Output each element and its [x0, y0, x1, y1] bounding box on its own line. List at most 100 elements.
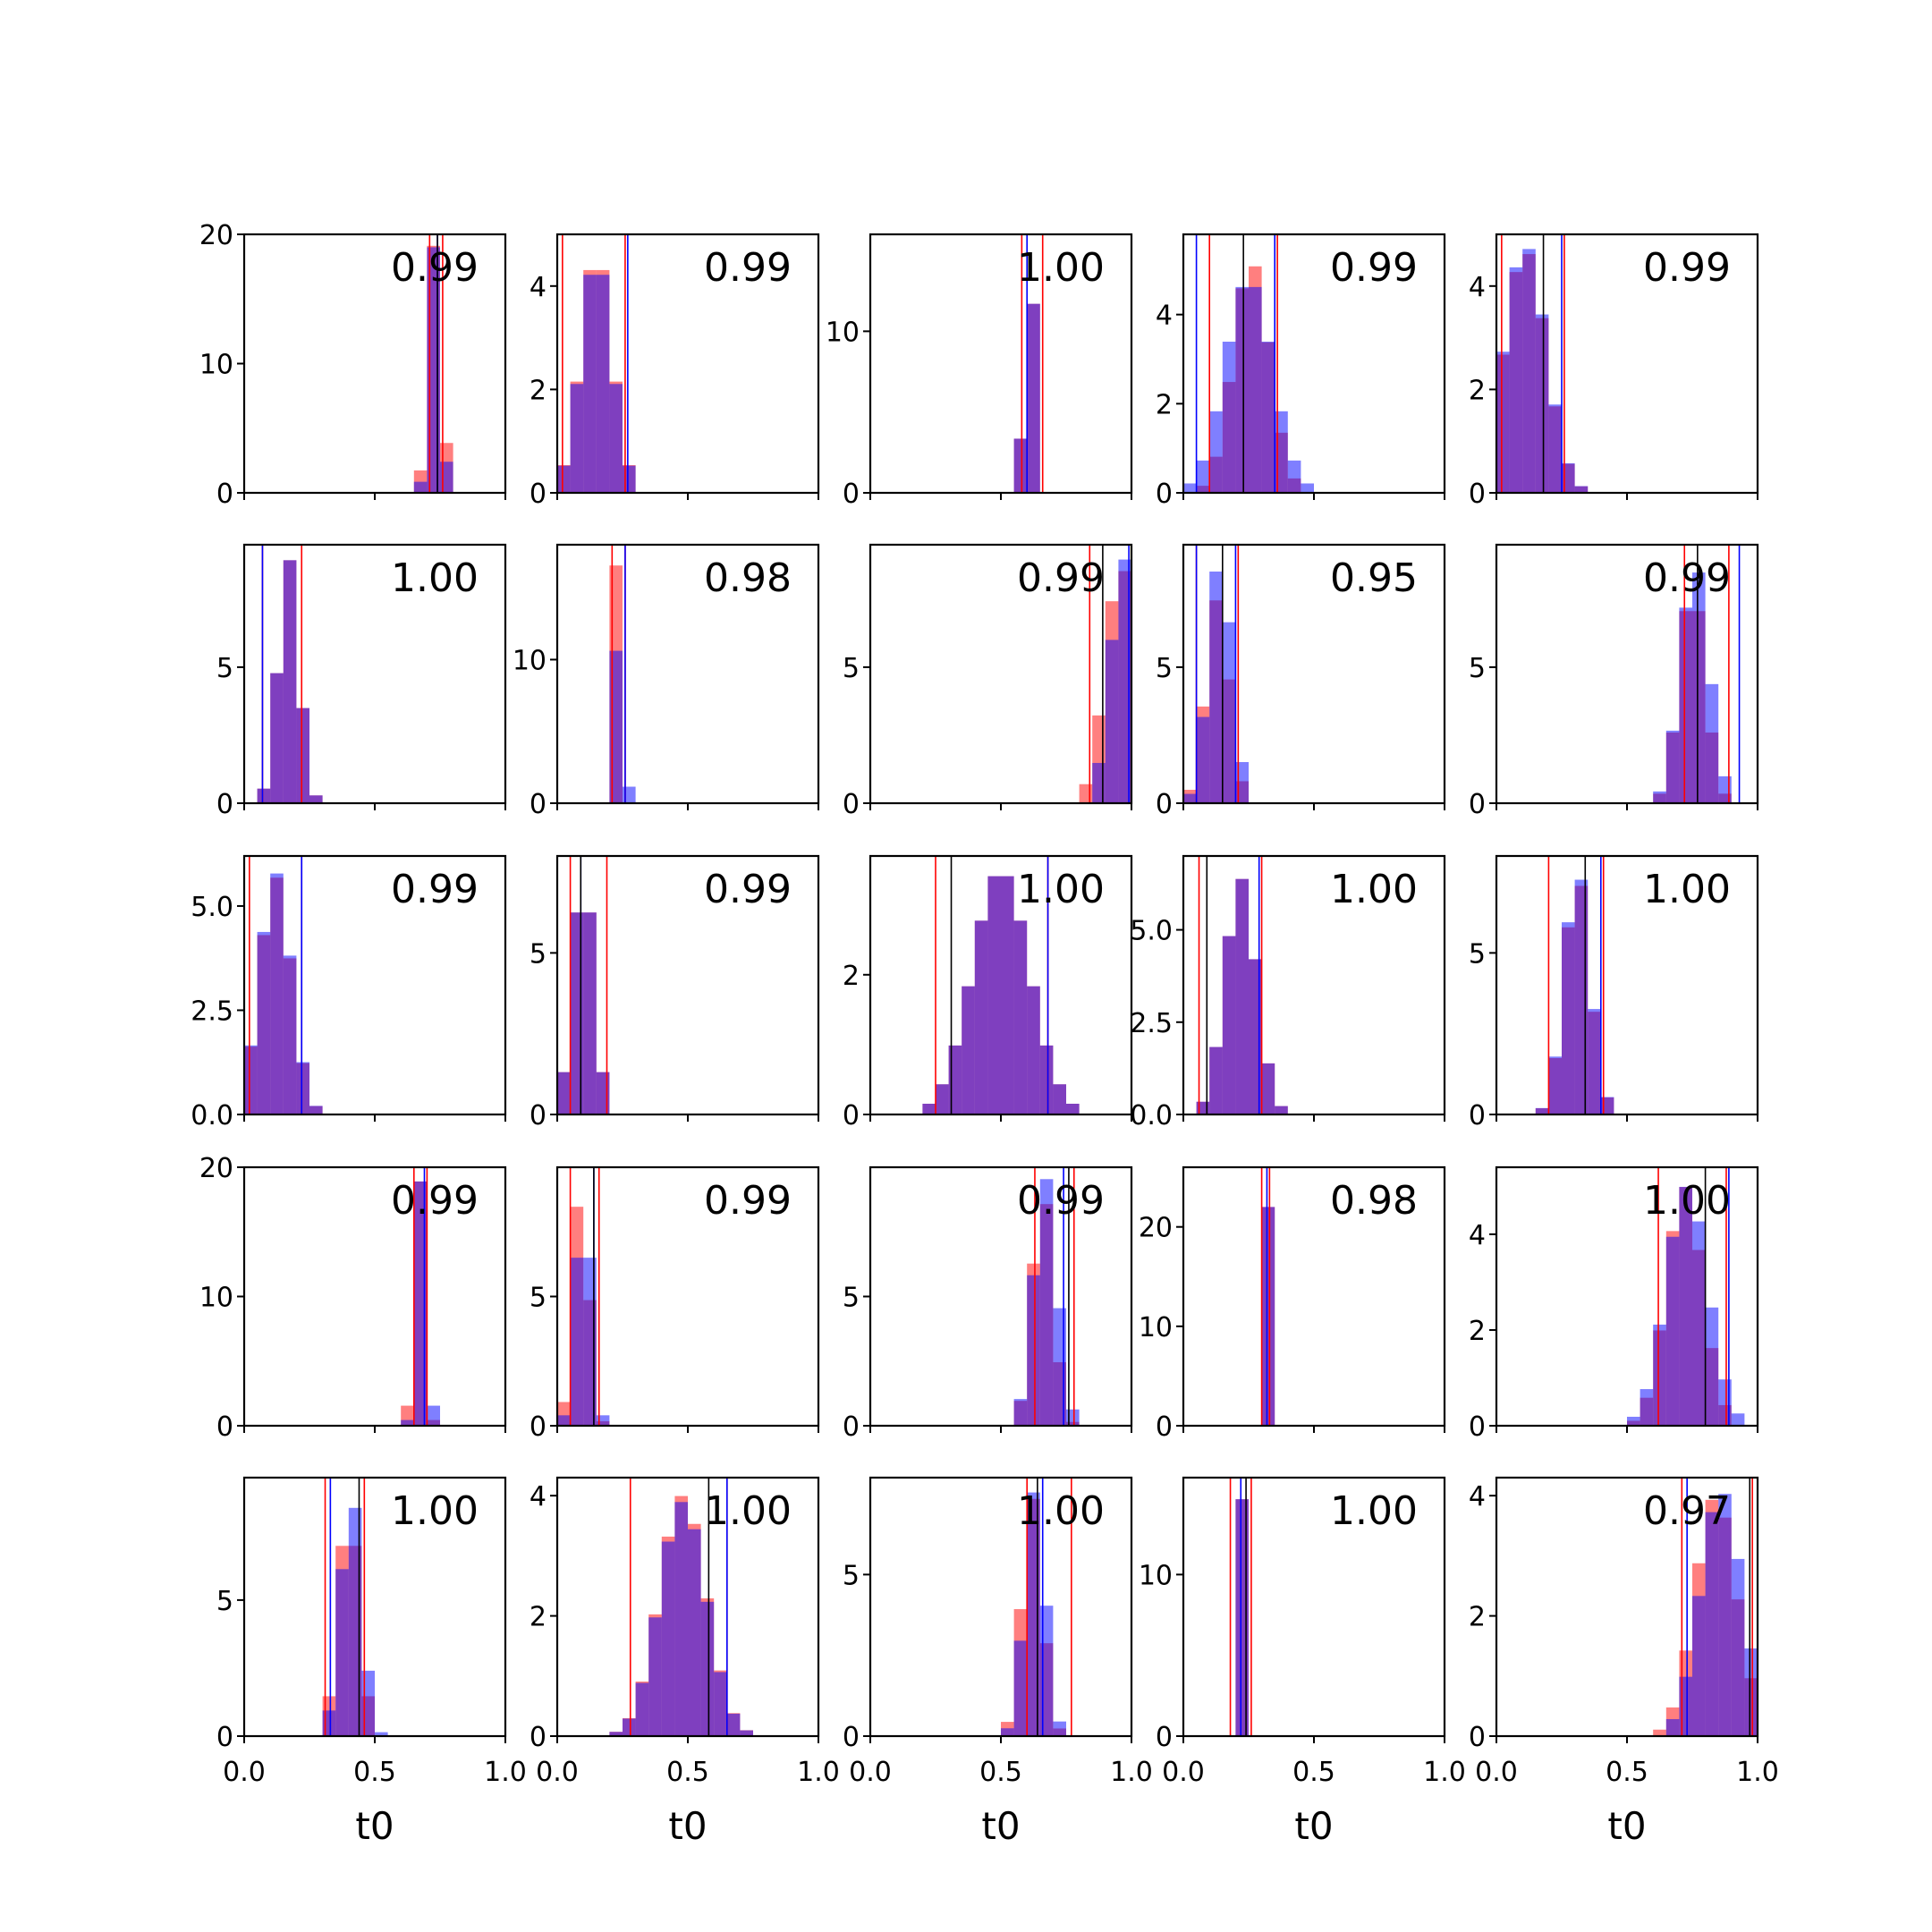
panel-4-5: 0 2 4 1.00 — [1469, 1165, 1759, 1443]
panel-annotation: 0.99 — [704, 245, 792, 291]
blue-histogram-bar — [1222, 341, 1236, 493]
blue-histogram-bar — [1665, 730, 1680, 803]
blue-histogram-bar — [596, 275, 610, 493]
blue-histogram-bar — [257, 788, 271, 803]
blue-histogram-bar — [1013, 920, 1028, 1114]
blue-histogram-bar — [1261, 341, 1275, 493]
blue-histogram-bar — [1196, 460, 1210, 493]
y-tick-label: 0 — [530, 479, 547, 510]
blue-histogram-bar — [596, 1415, 610, 1426]
blue-histogram-bar — [922, 1103, 936, 1114]
panel-annotation: 1.00 — [391, 1488, 479, 1534]
panel-2-3: 050.99 — [843, 543, 1133, 820]
y-tick-label: 0 — [216, 1411, 233, 1443]
blue-histogram-bar — [609, 1732, 623, 1736]
y-tick-label: 0 — [1469, 1722, 1486, 1753]
blue-histogram-bar — [335, 1569, 349, 1736]
blue-histogram-bar — [557, 1415, 571, 1426]
y-tick-label: 0 — [530, 1722, 547, 1753]
blue-histogram-bar — [1105, 640, 1119, 803]
y-tick-label: 2.5 — [191, 996, 233, 1027]
blue-histogram-bar — [257, 931, 271, 1114]
y-tick-label: 2 — [1156, 389, 1173, 420]
blue-histogram-bar — [1053, 1084, 1066, 1114]
blue-histogram-bar — [1627, 1416, 1640, 1426]
blue-histogram-bar — [309, 1106, 323, 1114]
y-tick-label: 10 — [1139, 1560, 1173, 1591]
blue-histogram-bar — [661, 1541, 675, 1736]
panel-annotation: 0.99 — [1643, 555, 1731, 601]
blue-histogram-bar — [1261, 1207, 1275, 1426]
blue-histogram-bar — [1653, 791, 1666, 803]
x-tick-label: 0.0 — [1475, 1757, 1518, 1788]
x-axis-label: t0 — [981, 1804, 1020, 1848]
panel-2-5: 050.99 — [1469, 543, 1759, 820]
blue-histogram-bar — [726, 1713, 741, 1736]
blue-histogram-bar — [1183, 793, 1197, 803]
x-tick-label: 0.5 — [1292, 1757, 1335, 1788]
blue-histogram-bar — [1679, 1186, 1692, 1426]
panel-1-2: 0 2 4 0.99 — [530, 233, 820, 510]
blue-histogram-bar — [1235, 878, 1249, 1114]
y-tick-label: 20 — [1139, 1213, 1173, 1244]
y-tick-label: 0 — [1469, 789, 1486, 820]
panel-5-2: 0 2 4 0.0 0.5 1.0 t0 1.00 — [530, 1476, 840, 1848]
y-tick-label: 10 — [513, 645, 547, 676]
blue-histogram-bar — [296, 1062, 309, 1114]
blue-histogram-bar — [623, 1718, 636, 1736]
panel-annotation: 1.00 — [1017, 1488, 1105, 1534]
y-tick-label: 10 — [826, 317, 860, 348]
y-tick-label: 0 — [1156, 479, 1173, 510]
panel-1-3: 0 10 1.00 — [826, 233, 1133, 510]
blue-histogram-bar — [1013, 1399, 1028, 1426]
panel-annotation: 0.99 — [1017, 1178, 1105, 1224]
y-tick-label: 2 — [843, 961, 860, 992]
blue-histogram-bar — [1039, 1045, 1054, 1114]
y-tick-label: 0 — [1156, 789, 1173, 820]
y-tick-label: 0 — [530, 789, 547, 820]
panel-1-5: 0 2 4 0.99 — [1469, 233, 1759, 510]
y-tick-label: 0 — [843, 479, 860, 510]
blue-histogram-bar — [570, 1258, 584, 1426]
y-tick-label: 5 — [216, 653, 233, 684]
y-tick-label: 4 — [530, 272, 547, 303]
panel-4-4: 0 10 20 0.98 — [1139, 1165, 1446, 1443]
y-tick-label: 20 — [199, 220, 233, 251]
panel-5-3: 0 5 0.0 0.5 1.0 t0 1.00 — [843, 1476, 1153, 1848]
y-tick-label: 2 — [1469, 1316, 1486, 1347]
y-tick-label: 0 — [843, 1411, 860, 1443]
y-tick-label: 4 — [530, 1481, 547, 1513]
panel-1-4: 0 2 4 0.99 — [1156, 233, 1446, 510]
y-tick-label: 0 — [843, 1722, 860, 1753]
y-tick-label: 0 — [216, 789, 233, 820]
blue-histogram-bar — [700, 1601, 715, 1736]
blue-histogram-bar — [1705, 683, 1719, 803]
x-axis-label: t0 — [1294, 1804, 1333, 1848]
panel-annotation: 1.00 — [1017, 867, 1105, 912]
blue-histogram-bar — [270, 673, 284, 803]
x-tick-label: 0.0 — [849, 1757, 892, 1788]
panel-4-2: 050.99 — [530, 1165, 820, 1443]
x-tick-label: 1.0 — [484, 1757, 527, 1788]
x-tick-label: 0.5 — [353, 1757, 396, 1788]
blue-histogram-bar — [244, 1045, 258, 1114]
blue-histogram-bar — [1653, 1324, 1666, 1426]
panel-5-4: 0 10 0.0 0.5 1.0 t0 1.00 — [1139, 1476, 1466, 1848]
y-tick-label: 0.0 — [191, 1100, 233, 1131]
y-tick-label: 2 — [530, 375, 547, 406]
y-tick-label: 0 — [843, 789, 860, 820]
y-tick-label: 2 — [1469, 375, 1486, 406]
blue-histogram-bar — [375, 1732, 388, 1736]
blue-histogram-bar — [1039, 1179, 1054, 1426]
blue-histogram-bar — [1574, 486, 1589, 493]
panel-annotation: 0.98 — [704, 555, 792, 601]
panel-annotation: 0.95 — [1330, 555, 1418, 601]
blue-histogram-bar — [1509, 267, 1523, 493]
y-tick-label: 4 — [1156, 301, 1173, 332]
blue-histogram-bar — [1731, 1413, 1745, 1426]
blue-histogram-bar — [1235, 286, 1249, 493]
y-tick-label: 0 — [1469, 479, 1486, 510]
panel-2-4: 050.95 — [1156, 543, 1446, 820]
panel-annotation: 1.00 — [1330, 1488, 1418, 1534]
panel-annotation: 1.00 — [391, 555, 479, 601]
